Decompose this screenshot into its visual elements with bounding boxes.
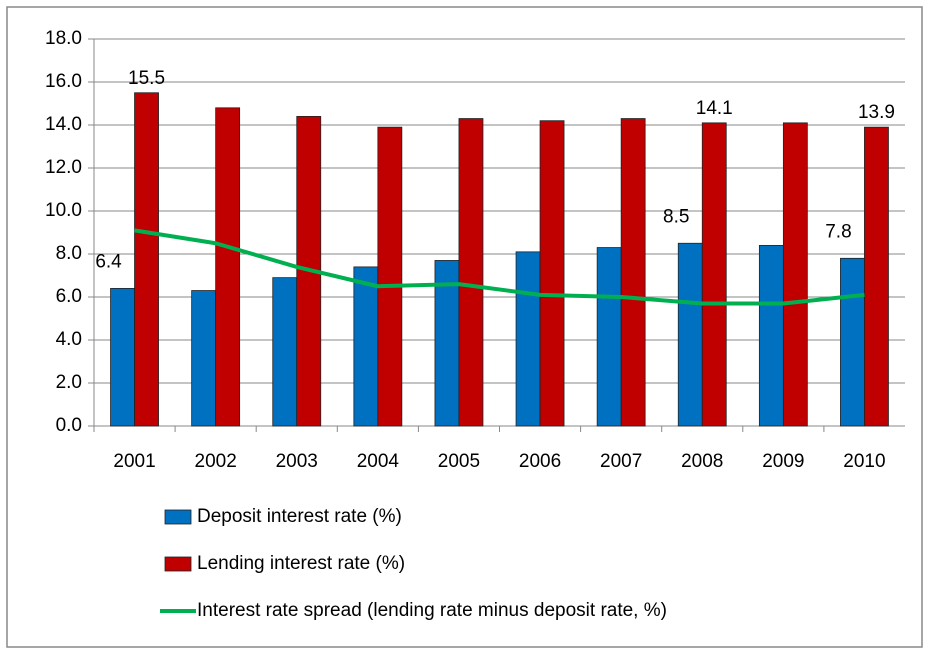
- legend-label: Deposit interest rate (%): [197, 506, 402, 527]
- y-tick-label: 14.0: [45, 114, 82, 135]
- x-tick-label: 2002: [195, 451, 237, 472]
- bar: [782, 122, 808, 427]
- bar: [134, 92, 159, 427]
- bar: [620, 118, 646, 427]
- bar: [701, 122, 727, 427]
- bar: [458, 118, 484, 427]
- bar: [110, 287, 135, 427]
- data-label: 7.8: [825, 221, 851, 242]
- bar: [539, 120, 565, 427]
- x-tick-label: 2004: [357, 451, 400, 472]
- legend-swatch: [164, 509, 192, 525]
- bar: [434, 260, 460, 427]
- y-tick-label: 16.0: [45, 71, 82, 92]
- x-tick-label: 2009: [762, 451, 804, 472]
- bar: [515, 251, 541, 427]
- x-tick-label: 2001: [113, 451, 155, 472]
- bar: [215, 107, 241, 427]
- legend-label: Interest rate spread (lending rate minus…: [197, 600, 667, 621]
- legend-swatch: [164, 556, 192, 572]
- y-tick-label: 12.0: [45, 157, 82, 178]
- data-label: 14.1: [696, 98, 733, 119]
- x-tick-label: 2003: [276, 451, 318, 472]
- x-tick-label: 2010: [843, 451, 885, 472]
- y-tick-label: 4.0: [56, 329, 82, 350]
- y-tick-label: 18.0: [45, 28, 82, 49]
- bar: [596, 247, 622, 427]
- x-tick-label: 2006: [519, 451, 561, 472]
- bar: [272, 277, 298, 427]
- x-tick-label: 2008: [681, 451, 723, 472]
- legend-label: Lending interest rate (%): [197, 553, 405, 574]
- data-label: 13.9: [858, 102, 895, 123]
- bar: [191, 290, 217, 427]
- bar: [677, 242, 703, 427]
- x-tick-label: 2005: [438, 451, 480, 472]
- bar: [353, 266, 379, 427]
- data-label: 8.5: [663, 206, 689, 227]
- line: [134, 228, 865, 306]
- data-label: 15.5: [128, 68, 165, 89]
- y-tick-label: 6.0: [56, 286, 82, 307]
- y-tick-label: 8.0: [56, 243, 82, 264]
- data-label: 6.4: [95, 251, 122, 272]
- y-tick-label: 0.0: [56, 415, 82, 436]
- bar: [758, 244, 784, 427]
- bar: [864, 126, 889, 427]
- bar: [377, 126, 403, 427]
- bar: [840, 257, 865, 427]
- y-tick-label: 2.0: [56, 372, 82, 393]
- y-tick-label: 10.0: [45, 200, 82, 221]
- x-tick-label: 2007: [600, 451, 642, 472]
